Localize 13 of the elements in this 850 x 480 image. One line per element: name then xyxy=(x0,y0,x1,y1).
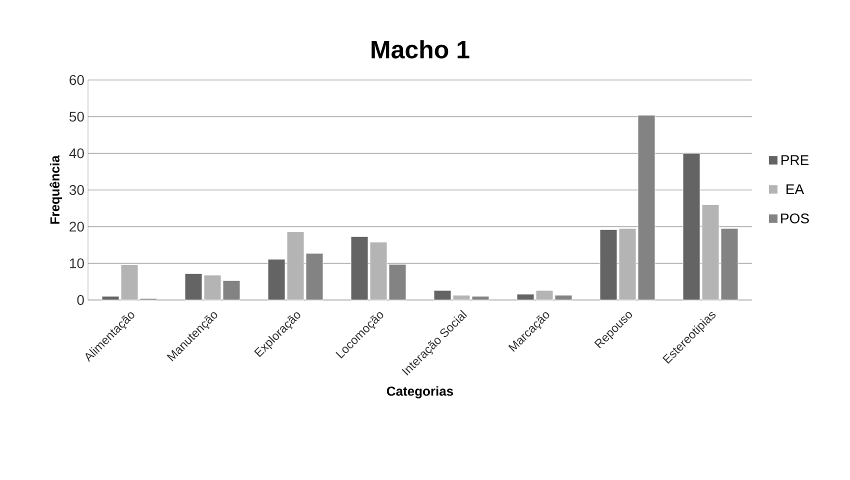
y-tick-label: 10 xyxy=(70,258,84,268)
x-axis-title: Categorias xyxy=(386,386,454,398)
y-axis-title: Frequência xyxy=(50,155,62,224)
y-tick-label: 60 xyxy=(70,75,84,85)
legend-label: EA xyxy=(786,184,804,194)
chart-title: Macho 1 xyxy=(372,40,470,59)
y-tick-label: 40 xyxy=(69,148,84,158)
y-tick-label: 30 xyxy=(69,185,84,195)
y-tick-label: 50 xyxy=(69,112,84,122)
y-tick-label: 20 xyxy=(70,222,84,232)
legend-label: PRE xyxy=(782,155,809,165)
legend-label: POS xyxy=(781,213,809,224)
y-tick-label: 0 xyxy=(77,295,84,305)
